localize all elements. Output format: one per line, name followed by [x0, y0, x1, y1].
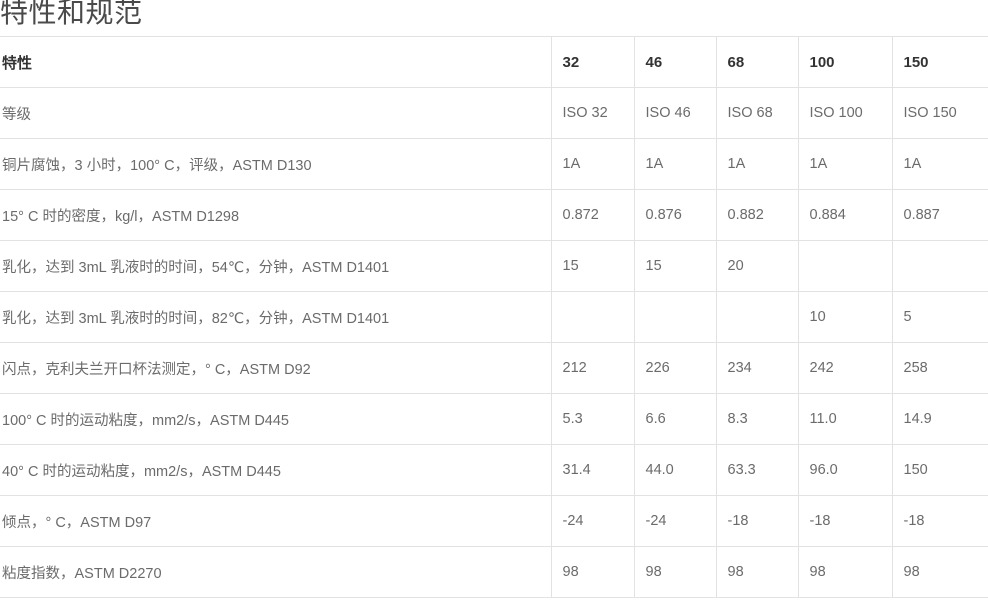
table-row: 乳化，达到 3mL 乳液时的时间，82℃，分钟，ASTM D1401 10 5: [0, 291, 988, 343]
column-header-32: 32: [550, 36, 634, 88]
table-cell: ISO 100: [797, 87, 892, 139]
table-cell: 20: [715, 240, 798, 292]
table-row: 粘度指数，ASTM D2270 98 98 98 98 98: [0, 546, 988, 598]
column-header-68: 68: [715, 36, 798, 88]
table-cell: 234: [715, 342, 798, 394]
table-cell: 6.6: [633, 393, 716, 445]
table-cell: [715, 291, 798, 343]
table-row: 倾点，° C，ASTM D97 -24 -24 -18 -18 -18: [0, 495, 988, 547]
table-row: 100° C 时的运动粘度，mm2/s，ASTM D445 5.3 6.6 8.3 11…: [0, 393, 988, 445]
table-cell: 242: [797, 342, 892, 394]
table-cell: 44.0: [633, 444, 716, 496]
table-row: 乳化，达到 3mL 乳液时的时间，54℃，分钟，ASTM D1401 15 15 20: [0, 240, 988, 292]
row-property-label: 倾点，° C，ASTM D97: [0, 495, 551, 547]
table-cell: 15: [633, 240, 716, 292]
row-property-label: 15° C 时的密度，kg/l，ASTM D1298: [0, 189, 551, 241]
table-cell: 10: [797, 291, 892, 343]
table-cell: ISO 46: [633, 87, 716, 139]
table-cell: -18: [715, 495, 798, 547]
table-cell: ISO 68: [715, 87, 798, 139]
table-cell: 0.882: [715, 189, 798, 241]
specifications-table: 特性 32 46 68 100 150 等级 ISO 32 ISO 46 ISO 68…: [0, 36, 988, 598]
table-cell: 5: [891, 291, 988, 343]
table-cell: -18: [797, 495, 892, 547]
table-cell: 150: [891, 444, 988, 496]
column-header-100: 100: [797, 36, 892, 88]
table-cell: 8.3: [715, 393, 798, 445]
table-cell: [550, 291, 634, 343]
table-cell: 63.3: [715, 444, 798, 496]
column-header-46: 46: [633, 36, 716, 88]
table-cell: -24: [550, 495, 634, 547]
table-cell: 5.3: [550, 393, 634, 445]
table-header: 特性 32 46 68 100 150: [0, 36, 988, 88]
row-property-label: 等级: [0, 87, 551, 139]
row-property-label: 粘度指数，ASTM D2270: [0, 546, 551, 598]
table-cell: 31.4: [550, 444, 634, 496]
table-cell: 98: [797, 546, 892, 598]
row-property-label: 乳化，达到 3mL 乳液时的时间，54℃，分钟，ASTM D1401: [0, 240, 551, 292]
table-header-row: 特性 32 46 68 100 150: [0, 36, 988, 88]
table-cell: 98: [715, 546, 798, 598]
table-cell: 0.876: [633, 189, 716, 241]
table-body: 等级 ISO 32 ISO 46 ISO 68 ISO 100 ISO 150 铜片腐蚀，3…: [0, 87, 988, 598]
table-row: 等级 ISO 32 ISO 46 ISO 68 ISO 100 ISO 150: [0, 87, 988, 139]
table-cell: 226: [633, 342, 716, 394]
table-cell: [891, 240, 988, 292]
table-cell: 1A: [715, 138, 798, 190]
page-title: 特性和规范: [0, 0, 143, 28]
table-cell: 1A: [797, 138, 892, 190]
row-property-label: 100° C 时的运动粘度，mm2/s，ASTM D445: [0, 393, 551, 445]
table-cell: 98: [891, 546, 988, 598]
column-header-150: 150: [891, 36, 988, 88]
row-property-label: 乳化，达到 3mL 乳液时的时间，82℃，分钟，ASTM D1401: [0, 291, 551, 343]
table-cell: 98: [550, 546, 634, 598]
column-header-property: 特性: [0, 36, 551, 88]
table-cell: 96.0: [797, 444, 892, 496]
table-cell: 11.0: [797, 393, 892, 445]
table-cell: ISO 150: [891, 87, 988, 139]
table-cell: 1A: [891, 138, 988, 190]
table-cell: 14.9: [891, 393, 988, 445]
table-cell: 0.872: [550, 189, 634, 241]
table-cell: [633, 291, 716, 343]
table-cell: -24: [633, 495, 716, 547]
table-cell: 212: [550, 342, 634, 394]
table-row: 15° C 时的密度，kg/l，ASTM D1298 0.872 0.876 0.88…: [0, 189, 988, 241]
table-cell: -18: [891, 495, 988, 547]
table-cell: 15: [550, 240, 634, 292]
table-cell: 1A: [633, 138, 716, 190]
table-cell: 0.887: [891, 189, 988, 241]
table-cell: ISO 32: [550, 87, 634, 139]
table-row: 40° C 时的运动粘度，mm2/s，ASTM D445 31.4 44.0 63.3…: [0, 444, 988, 496]
row-property-label: 40° C 时的运动粘度，mm2/s，ASTM D445: [0, 444, 551, 496]
table-cell: 258: [891, 342, 988, 394]
table-cell: 0.884: [797, 189, 892, 241]
table-row: 闪点，克利夫兰开口杯法测定，° C，ASTM D92 212 226 234 242 25…: [0, 342, 988, 394]
table-cell: [797, 240, 892, 292]
table-cell: 1A: [550, 138, 634, 190]
row-property-label: 闪点，克利夫兰开口杯法测定，° C，ASTM D92: [0, 342, 551, 394]
table-row: 铜片腐蚀，3 小时，100° C，评级，ASTM D130 1A 1A 1A 1A 1A: [0, 138, 988, 190]
table-cell: 98: [633, 546, 716, 598]
row-property-label: 铜片腐蚀，3 小时，100° C，评级，ASTM D130: [0, 138, 551, 190]
